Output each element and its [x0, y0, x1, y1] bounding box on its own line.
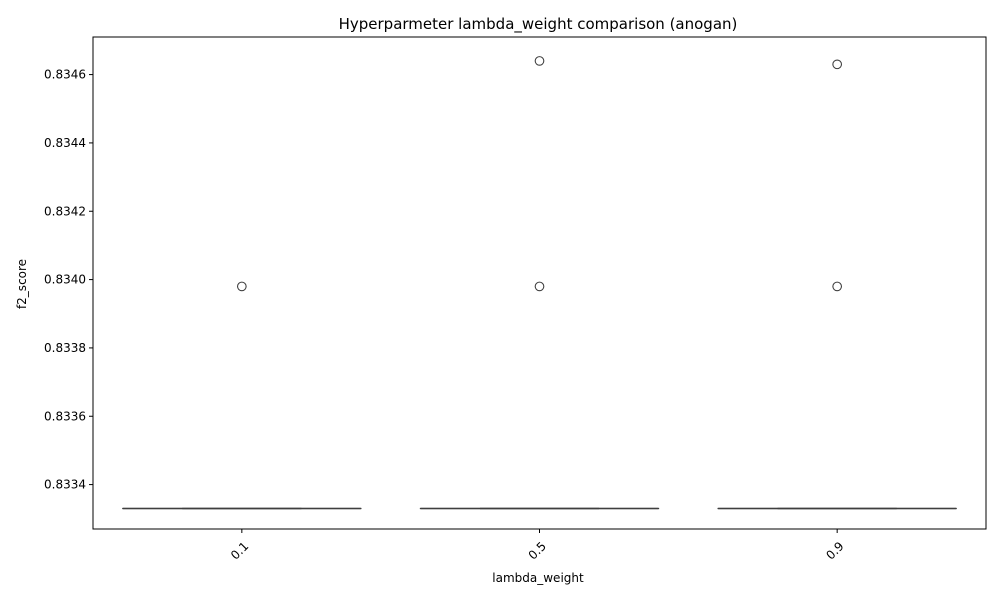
y-axis: 0.8334 0.8336 0.8338 0.8340 0.8342 0.8344 0.83… — [44, 68, 93, 492]
y-tick-label: 0.8346 — [44, 68, 86, 82]
y-axis-title: f2_score — [15, 259, 29, 309]
outlier-point — [832, 281, 843, 292]
y-tick-label: 0.8344 — [44, 136, 86, 150]
box-0.9 — [717, 59, 957, 510]
outlier-point — [534, 281, 545, 292]
chart-title: Hyperparmeter lambda_weight comparison (… — [339, 15, 738, 34]
x-tick-label: 0.5 — [526, 539, 549, 562]
box-0.1 — [122, 281, 362, 510]
x-tick-label: 0.9 — [823, 539, 846, 562]
outlier-point — [832, 59, 843, 70]
x-axis-title: lambda_weight — [492, 571, 584, 585]
y-tick-label: 0.8336 — [44, 409, 86, 423]
y-tick-label: 0.8340 — [44, 273, 86, 287]
x-tick-label: 0.1 — [228, 539, 251, 562]
y-tick-label: 0.8342 — [44, 204, 86, 218]
outlier-point — [236, 281, 247, 292]
box-series — [122, 56, 957, 510]
box-0.5 — [419, 56, 660, 510]
plot-area-frame — [92, 36, 987, 530]
x-axis: 0.1 0.5 0.9 — [228, 529, 847, 563]
y-tick-label: 0.8334 — [44, 478, 86, 492]
y-tick-label: 0.8338 — [44, 341, 86, 355]
outlier-point — [534, 56, 545, 66]
